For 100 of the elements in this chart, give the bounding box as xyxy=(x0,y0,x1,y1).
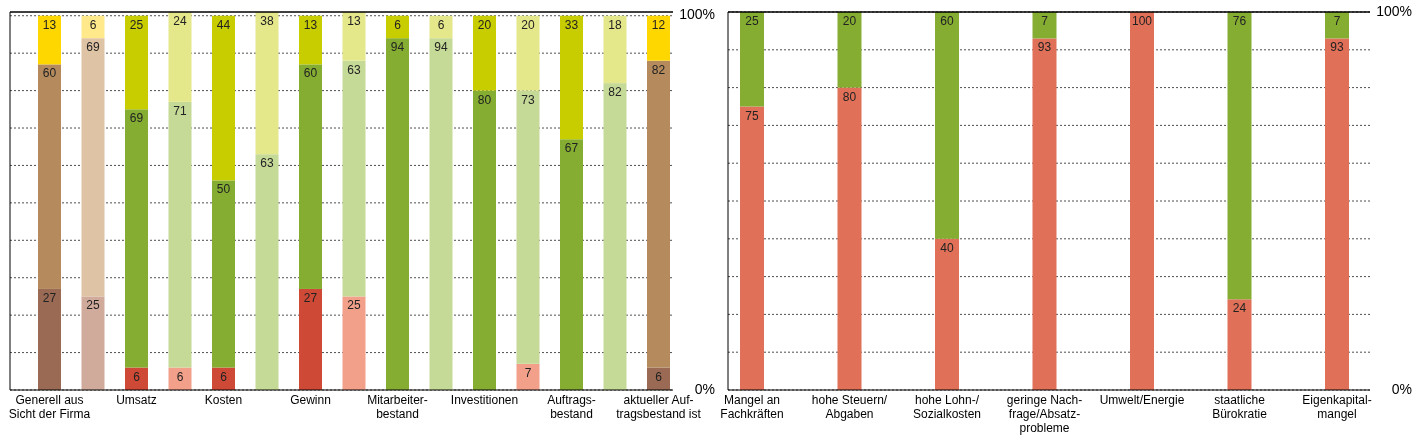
data-label: 25 xyxy=(129,17,144,32)
bar xyxy=(516,363,540,390)
bar xyxy=(38,64,61,289)
data-label: 63 xyxy=(260,156,274,171)
bar xyxy=(1227,299,1252,390)
x-tick-label: Generell aus Sicht der Firma xyxy=(8,393,91,421)
data-label: 73 xyxy=(521,92,535,107)
x-tick-label: Gewinn xyxy=(290,393,331,407)
bar xyxy=(125,15,148,110)
x-tick-label: Umwelt/Energie xyxy=(1099,393,1185,407)
bar xyxy=(647,15,670,61)
bar xyxy=(429,15,453,39)
bar xyxy=(81,15,105,39)
x-tick-label: Investitionen xyxy=(450,393,519,407)
data-label: 7 xyxy=(1041,14,1049,28)
bar xyxy=(473,90,496,390)
bar xyxy=(299,15,322,65)
bar xyxy=(935,12,959,239)
data-label: 94 xyxy=(390,40,405,55)
data-label: 24 xyxy=(1232,301,1247,316)
data-label: 13 xyxy=(347,14,361,28)
data-label: 27 xyxy=(303,290,318,305)
bar xyxy=(647,60,670,368)
data-label: 67 xyxy=(564,141,579,156)
bar xyxy=(38,288,61,390)
x-tick-label: hohe Lohn-/ Sozialkosten xyxy=(912,393,982,421)
data-label: 94 xyxy=(434,40,448,55)
data-label: 12 xyxy=(651,17,666,32)
x-tick-label: Auftrags- bestand xyxy=(547,393,596,421)
data-label: 24 xyxy=(173,14,187,28)
data-label: 6 xyxy=(133,369,141,384)
data-label: 69 xyxy=(86,40,100,55)
data-label: 40 xyxy=(940,240,954,255)
data-label: 25 xyxy=(745,14,759,28)
bar xyxy=(168,12,192,102)
bar xyxy=(168,101,192,368)
data-label: 93 xyxy=(1037,40,1052,55)
data-label: 60 xyxy=(303,66,318,81)
bar xyxy=(740,106,764,390)
data-label: 18 xyxy=(608,17,622,32)
y-tick-label: 100% xyxy=(1376,2,1412,19)
data-label: 75 xyxy=(745,108,759,123)
x-tick-label: geringe Nach- frage/Absatz- probleme xyxy=(1006,393,1083,435)
bar xyxy=(81,38,105,297)
data-label: 20 xyxy=(521,17,535,32)
data-label: 25 xyxy=(347,298,361,313)
bar xyxy=(255,154,279,390)
data-label: 6 xyxy=(394,17,402,32)
x-tick-label: Eigenkapital- mangel xyxy=(1302,393,1372,421)
data-label: 6 xyxy=(220,369,228,384)
data-label: 20 xyxy=(842,14,857,28)
bar xyxy=(560,139,583,390)
x-tick-label: hohe Steuern/ Abgaben xyxy=(811,393,888,421)
data-label: 80 xyxy=(477,92,492,107)
bar xyxy=(342,60,366,297)
data-label: 20 xyxy=(477,17,492,32)
bar xyxy=(740,12,764,107)
data-label: 82 xyxy=(608,85,622,100)
data-label: 82 xyxy=(651,62,666,77)
data-label: 7 xyxy=(524,365,532,380)
bar xyxy=(1325,38,1349,390)
bar xyxy=(516,15,540,91)
bar xyxy=(837,12,862,88)
data-label: 27 xyxy=(42,290,57,305)
bar xyxy=(603,83,627,390)
bar xyxy=(342,296,366,390)
bar xyxy=(38,15,61,65)
bar xyxy=(1032,12,1057,39)
data-label: 44 xyxy=(216,17,231,32)
bar xyxy=(1032,38,1057,390)
x-tick-label: Umsatz xyxy=(116,393,157,407)
data-label: 6 xyxy=(655,369,663,384)
data-label: 6 xyxy=(176,369,184,384)
bar xyxy=(603,15,627,84)
bar xyxy=(212,15,235,181)
bar xyxy=(1130,12,1154,390)
data-label: 100 xyxy=(1131,14,1153,28)
data-label: 25 xyxy=(86,298,100,313)
data-label: 13 xyxy=(42,17,57,32)
x-tick-label: Mangel an Fachkräften xyxy=(720,393,784,421)
bar xyxy=(299,288,322,390)
data-label: 6 xyxy=(89,17,97,32)
bar xyxy=(299,64,322,289)
bar xyxy=(81,296,105,390)
data-label: 38 xyxy=(260,14,274,28)
bar xyxy=(837,87,862,390)
data-label: 33 xyxy=(564,17,579,32)
data-label: 50 xyxy=(216,182,231,197)
data-label: 71 xyxy=(173,103,187,118)
bar xyxy=(516,90,540,364)
y-tick-label: 0% xyxy=(1391,380,1412,397)
data-label: 63 xyxy=(347,62,361,77)
data-label: 60 xyxy=(42,66,57,81)
x-tick-label: Mitarbeiter- bestand xyxy=(367,393,428,421)
bar xyxy=(473,15,496,91)
bar xyxy=(560,15,583,140)
data-label: 60 xyxy=(940,14,954,28)
data-label: 93 xyxy=(1330,40,1344,55)
y-tick-label: 100% xyxy=(679,6,715,23)
data-label: 80 xyxy=(842,89,857,104)
